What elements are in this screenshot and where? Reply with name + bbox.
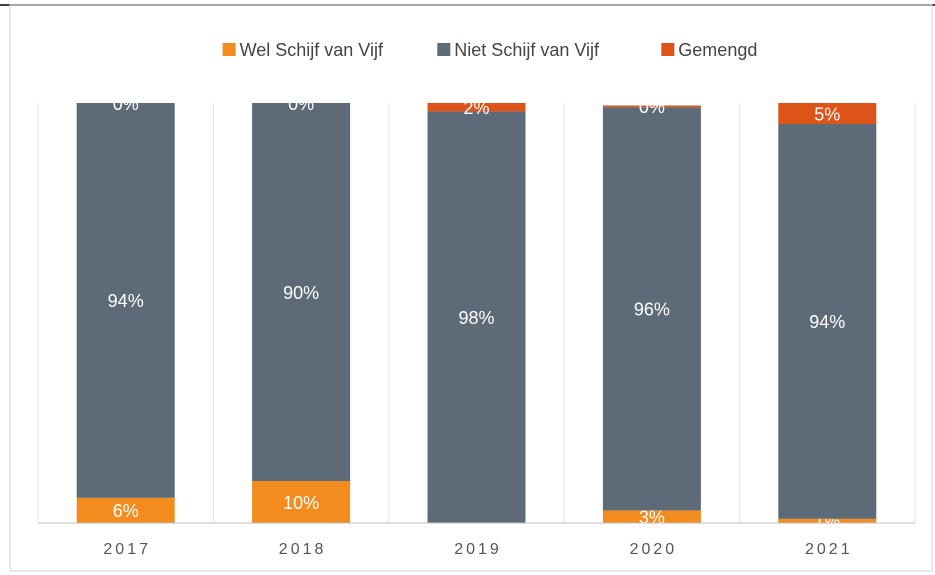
- bar-segment: [76, 103, 175, 498]
- x-tick-label: 2020: [630, 541, 678, 558]
- legend-label: Gemengd: [678, 40, 757, 60]
- data-label: 2%: [463, 98, 489, 118]
- data-label: 0%: [639, 97, 665, 117]
- bar-segment: [778, 124, 877, 519]
- data-label: 0%: [288, 94, 314, 114]
- bar-segment: [778, 518, 877, 523]
- x-tick-label: 2018: [279, 541, 327, 558]
- data-label: 96%: [634, 300, 670, 320]
- data-label: 94%: [108, 291, 144, 311]
- legend-label: Niet Schijf van Vijf: [454, 40, 600, 60]
- data-label: 10%: [283, 493, 319, 513]
- legend-swatch: [222, 43, 236, 56]
- bar-segment: [778, 103, 877, 124]
- bar-segment: [76, 497, 175, 523]
- bar-segment: [252, 103, 351, 481]
- legend-swatch: [437, 43, 451, 56]
- frame: [9, 4, 933, 572]
- data-label: 5%: [814, 104, 840, 124]
- bar-segment: [427, 103, 526, 112]
- x-tick-label: 2017: [103, 541, 151, 558]
- bar-segment: [427, 111, 526, 524]
- data-label: 94%: [809, 312, 845, 332]
- x-tick-label: 2019: [454, 541, 502, 558]
- x-tick-label: 2021: [805, 541, 853, 558]
- data-label: 98%: [458, 308, 494, 328]
- data-label: 3%: [639, 507, 665, 527]
- bar-segment: [602, 107, 701, 511]
- bar-segment: [252, 481, 351, 523]
- data-label: 90%: [283, 283, 319, 303]
- data-label: 6%: [113, 501, 139, 521]
- data-label: 0%: [113, 94, 139, 114]
- bar-segment: [602, 105, 701, 108]
- legend-swatch: [661, 43, 675, 56]
- legend-label: Wel Schijf van Vijf: [240, 40, 384, 60]
- bar-segment: [602, 510, 701, 523]
